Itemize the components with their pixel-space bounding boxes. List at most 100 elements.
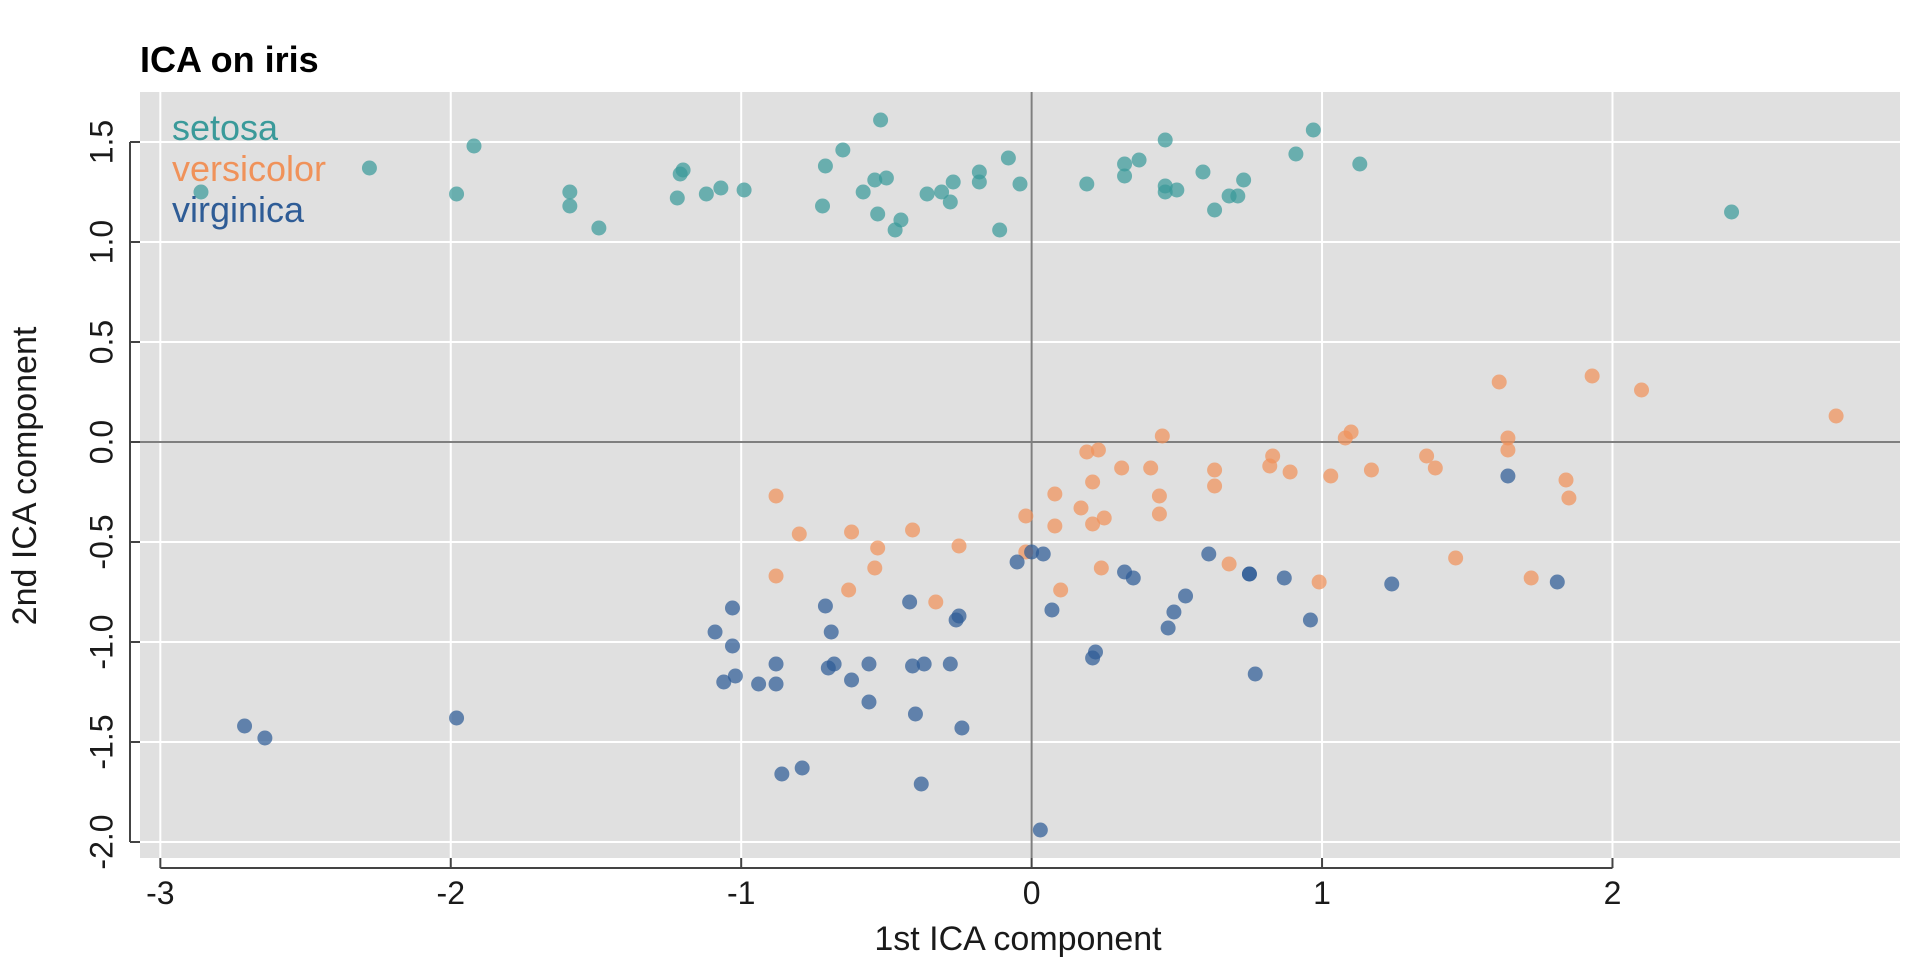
data-point-versicolor [1221, 556, 1237, 572]
data-point-versicolor [768, 488, 784, 504]
y-tick-label: -2.0 [83, 814, 119, 869]
data-point-virginica [826, 656, 842, 672]
data-point-virginica [1088, 644, 1104, 660]
data-point-versicolor [1151, 488, 1167, 504]
data-point-setosa [1079, 176, 1095, 192]
data-point-versicolor [1143, 460, 1159, 476]
data-point-virginica [1032, 822, 1048, 838]
data-point-setosa [675, 162, 691, 178]
data-point-versicolor [1584, 368, 1600, 384]
data-point-versicolor [844, 524, 860, 540]
data-point-versicolor [1047, 518, 1063, 534]
data-point-virginica [907, 706, 923, 722]
data-point-setosa [1157, 178, 1173, 194]
data-point-setosa [449, 186, 465, 202]
data-point-setosa [1131, 152, 1147, 168]
legend-label-setosa: setosa [172, 107, 279, 148]
data-point-setosa [870, 206, 886, 222]
data-point-virginica [951, 608, 967, 624]
data-point-virginica [817, 598, 833, 614]
data-point-setosa [669, 190, 685, 206]
x-tick-label: -2 [437, 875, 465, 911]
y-tick-label: 0.0 [83, 420, 119, 464]
data-point-virginica [774, 766, 790, 782]
data-point-setosa [817, 158, 833, 174]
plot-panel [140, 92, 1900, 858]
data-point-versicolor [1073, 500, 1089, 516]
data-point-setosa [1724, 204, 1740, 220]
data-point-versicolor [1491, 374, 1507, 390]
data-point-versicolor [1311, 574, 1327, 590]
data-point-virginica [1125, 570, 1141, 586]
data-point-setosa [893, 212, 909, 228]
data-point-virginica [1009, 554, 1025, 570]
data-point-versicolor [1363, 462, 1379, 478]
data-points [193, 112, 1844, 838]
x-tick-label: 2 [1604, 875, 1622, 911]
data-point-virginica [716, 674, 732, 690]
data-point-versicolor [905, 522, 921, 538]
data-point-virginica [1247, 666, 1263, 682]
x-tick-label: 1 [1313, 875, 1331, 911]
data-point-setosa [562, 184, 578, 200]
data-point-setosa [878, 170, 894, 186]
data-point-versicolor [1114, 460, 1130, 476]
data-point-virginica [844, 672, 860, 688]
data-point-virginica [724, 638, 740, 654]
data-point-setosa [1207, 202, 1223, 218]
data-point-versicolor [1018, 508, 1034, 524]
data-point-versicolor [841, 582, 857, 598]
y-tick-label: -0.5 [83, 514, 119, 569]
data-point-versicolor [1207, 478, 1223, 494]
data-point-setosa [562, 198, 578, 214]
data-point-setosa [1288, 146, 1304, 162]
data-point-setosa [193, 184, 209, 200]
data-point-versicolor [867, 560, 883, 576]
data-point-setosa [867, 172, 883, 188]
data-point-virginica [861, 694, 877, 710]
data-point-versicolor [1419, 448, 1435, 464]
data-point-virginica [1384, 576, 1400, 592]
data-point-virginica [257, 730, 273, 746]
data-point-versicolor [1427, 460, 1443, 476]
chart-title: ICA on iris [140, 39, 319, 80]
data-point-setosa [1117, 168, 1133, 184]
axis-ticks: -3 -2 -1 0 1 2 -2.0 -1.5 -1.0 -0.5 0.0 0.5 1.0 1.5 [83, 120, 1621, 911]
data-point-setosa [971, 174, 987, 190]
y-tick-label: 1.0 [83, 220, 119, 264]
data-point-versicolor [1093, 560, 1109, 576]
data-point-versicolor [1523, 570, 1539, 586]
data-point-versicolor [1090, 442, 1106, 458]
data-point-virginica [902, 594, 918, 610]
data-point-virginica [1241, 566, 1257, 582]
data-point-setosa [1236, 172, 1252, 188]
data-point-setosa [1012, 176, 1028, 192]
data-point-versicolor [1500, 430, 1516, 446]
data-point-virginica [954, 720, 970, 736]
data-point-versicolor [951, 538, 967, 554]
data-point-versicolor [1634, 382, 1650, 398]
data-point-versicolor [1047, 486, 1063, 502]
data-point-setosa [873, 112, 889, 128]
data-point-versicolor [1448, 550, 1464, 566]
data-point-setosa [713, 180, 729, 196]
data-point-setosa [1000, 150, 1016, 166]
data-point-setosa [855, 184, 871, 200]
x-axis-title: 1st ICA component [874, 920, 1162, 958]
data-point-setosa [591, 220, 607, 236]
data-point-setosa [1305, 122, 1321, 138]
data-point-setosa [992, 222, 1008, 238]
data-point-setosa [945, 174, 961, 190]
x-tick-label: -1 [727, 875, 755, 911]
data-point-virginica [727, 668, 743, 684]
data-point-virginica [1035, 546, 1051, 562]
data-point-setosa [1169, 182, 1185, 198]
data-point-virginica [905, 658, 921, 674]
data-point-virginica [1302, 612, 1318, 628]
data-point-versicolor [1085, 516, 1101, 532]
data-point-setosa [942, 194, 958, 210]
data-point-versicolor [870, 540, 886, 556]
data-point-virginica [916, 656, 932, 672]
data-point-versicolor [1323, 468, 1339, 484]
